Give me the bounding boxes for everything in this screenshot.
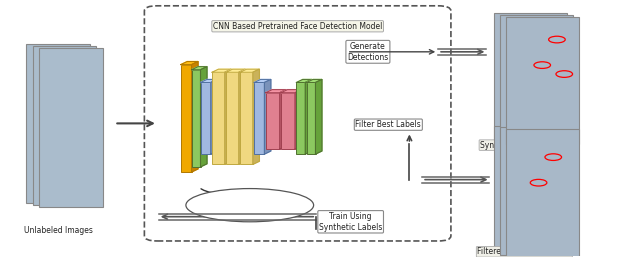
FancyBboxPatch shape xyxy=(226,72,239,164)
Polygon shape xyxy=(200,79,217,82)
FancyBboxPatch shape xyxy=(307,82,316,154)
Text: Filtered Synthetic Labels: Filtered Synthetic Labels xyxy=(477,247,572,256)
Polygon shape xyxy=(264,79,271,154)
Text: Update the Weights: Update the Weights xyxy=(212,201,288,210)
Polygon shape xyxy=(240,69,259,72)
FancyBboxPatch shape xyxy=(296,82,305,154)
Polygon shape xyxy=(191,61,198,172)
FancyBboxPatch shape xyxy=(281,93,295,149)
Text: Unlabeled Images: Unlabeled Images xyxy=(24,226,93,235)
Text: Filter Best Labels: Filter Best Labels xyxy=(355,120,421,129)
FancyBboxPatch shape xyxy=(39,48,103,207)
Polygon shape xyxy=(307,79,322,82)
FancyBboxPatch shape xyxy=(494,13,568,141)
Polygon shape xyxy=(180,61,198,65)
FancyBboxPatch shape xyxy=(494,126,568,254)
Polygon shape xyxy=(212,69,231,72)
Polygon shape xyxy=(280,90,286,149)
Polygon shape xyxy=(295,90,301,149)
Text: CNN Based Pretrained Face Detection Model: CNN Based Pretrained Face Detection Mode… xyxy=(213,22,382,31)
FancyBboxPatch shape xyxy=(266,93,280,149)
FancyBboxPatch shape xyxy=(500,127,573,255)
Polygon shape xyxy=(266,90,286,93)
FancyBboxPatch shape xyxy=(254,82,264,154)
Polygon shape xyxy=(281,90,301,93)
FancyBboxPatch shape xyxy=(500,15,573,143)
FancyBboxPatch shape xyxy=(200,82,211,154)
FancyBboxPatch shape xyxy=(506,129,579,257)
FancyBboxPatch shape xyxy=(212,72,225,164)
Polygon shape xyxy=(239,69,245,164)
Text: Synthetic Labels: Synthetic Labels xyxy=(480,141,543,150)
FancyBboxPatch shape xyxy=(26,44,90,203)
Polygon shape xyxy=(316,79,322,154)
Polygon shape xyxy=(211,79,217,154)
Polygon shape xyxy=(225,69,231,164)
Polygon shape xyxy=(226,69,245,72)
FancyBboxPatch shape xyxy=(506,16,579,144)
FancyBboxPatch shape xyxy=(33,46,97,205)
Polygon shape xyxy=(254,79,271,82)
Polygon shape xyxy=(200,67,207,167)
Polygon shape xyxy=(253,69,259,164)
Polygon shape xyxy=(191,67,207,70)
Polygon shape xyxy=(305,79,312,154)
Polygon shape xyxy=(296,79,312,82)
FancyBboxPatch shape xyxy=(191,70,200,167)
Text: Generate
Detections: Generate Detections xyxy=(348,42,388,62)
FancyBboxPatch shape xyxy=(240,72,253,164)
Text: Train Using
Synthetic Labels: Train Using Synthetic Labels xyxy=(319,212,382,232)
Ellipse shape xyxy=(186,189,314,222)
FancyBboxPatch shape xyxy=(180,65,191,172)
